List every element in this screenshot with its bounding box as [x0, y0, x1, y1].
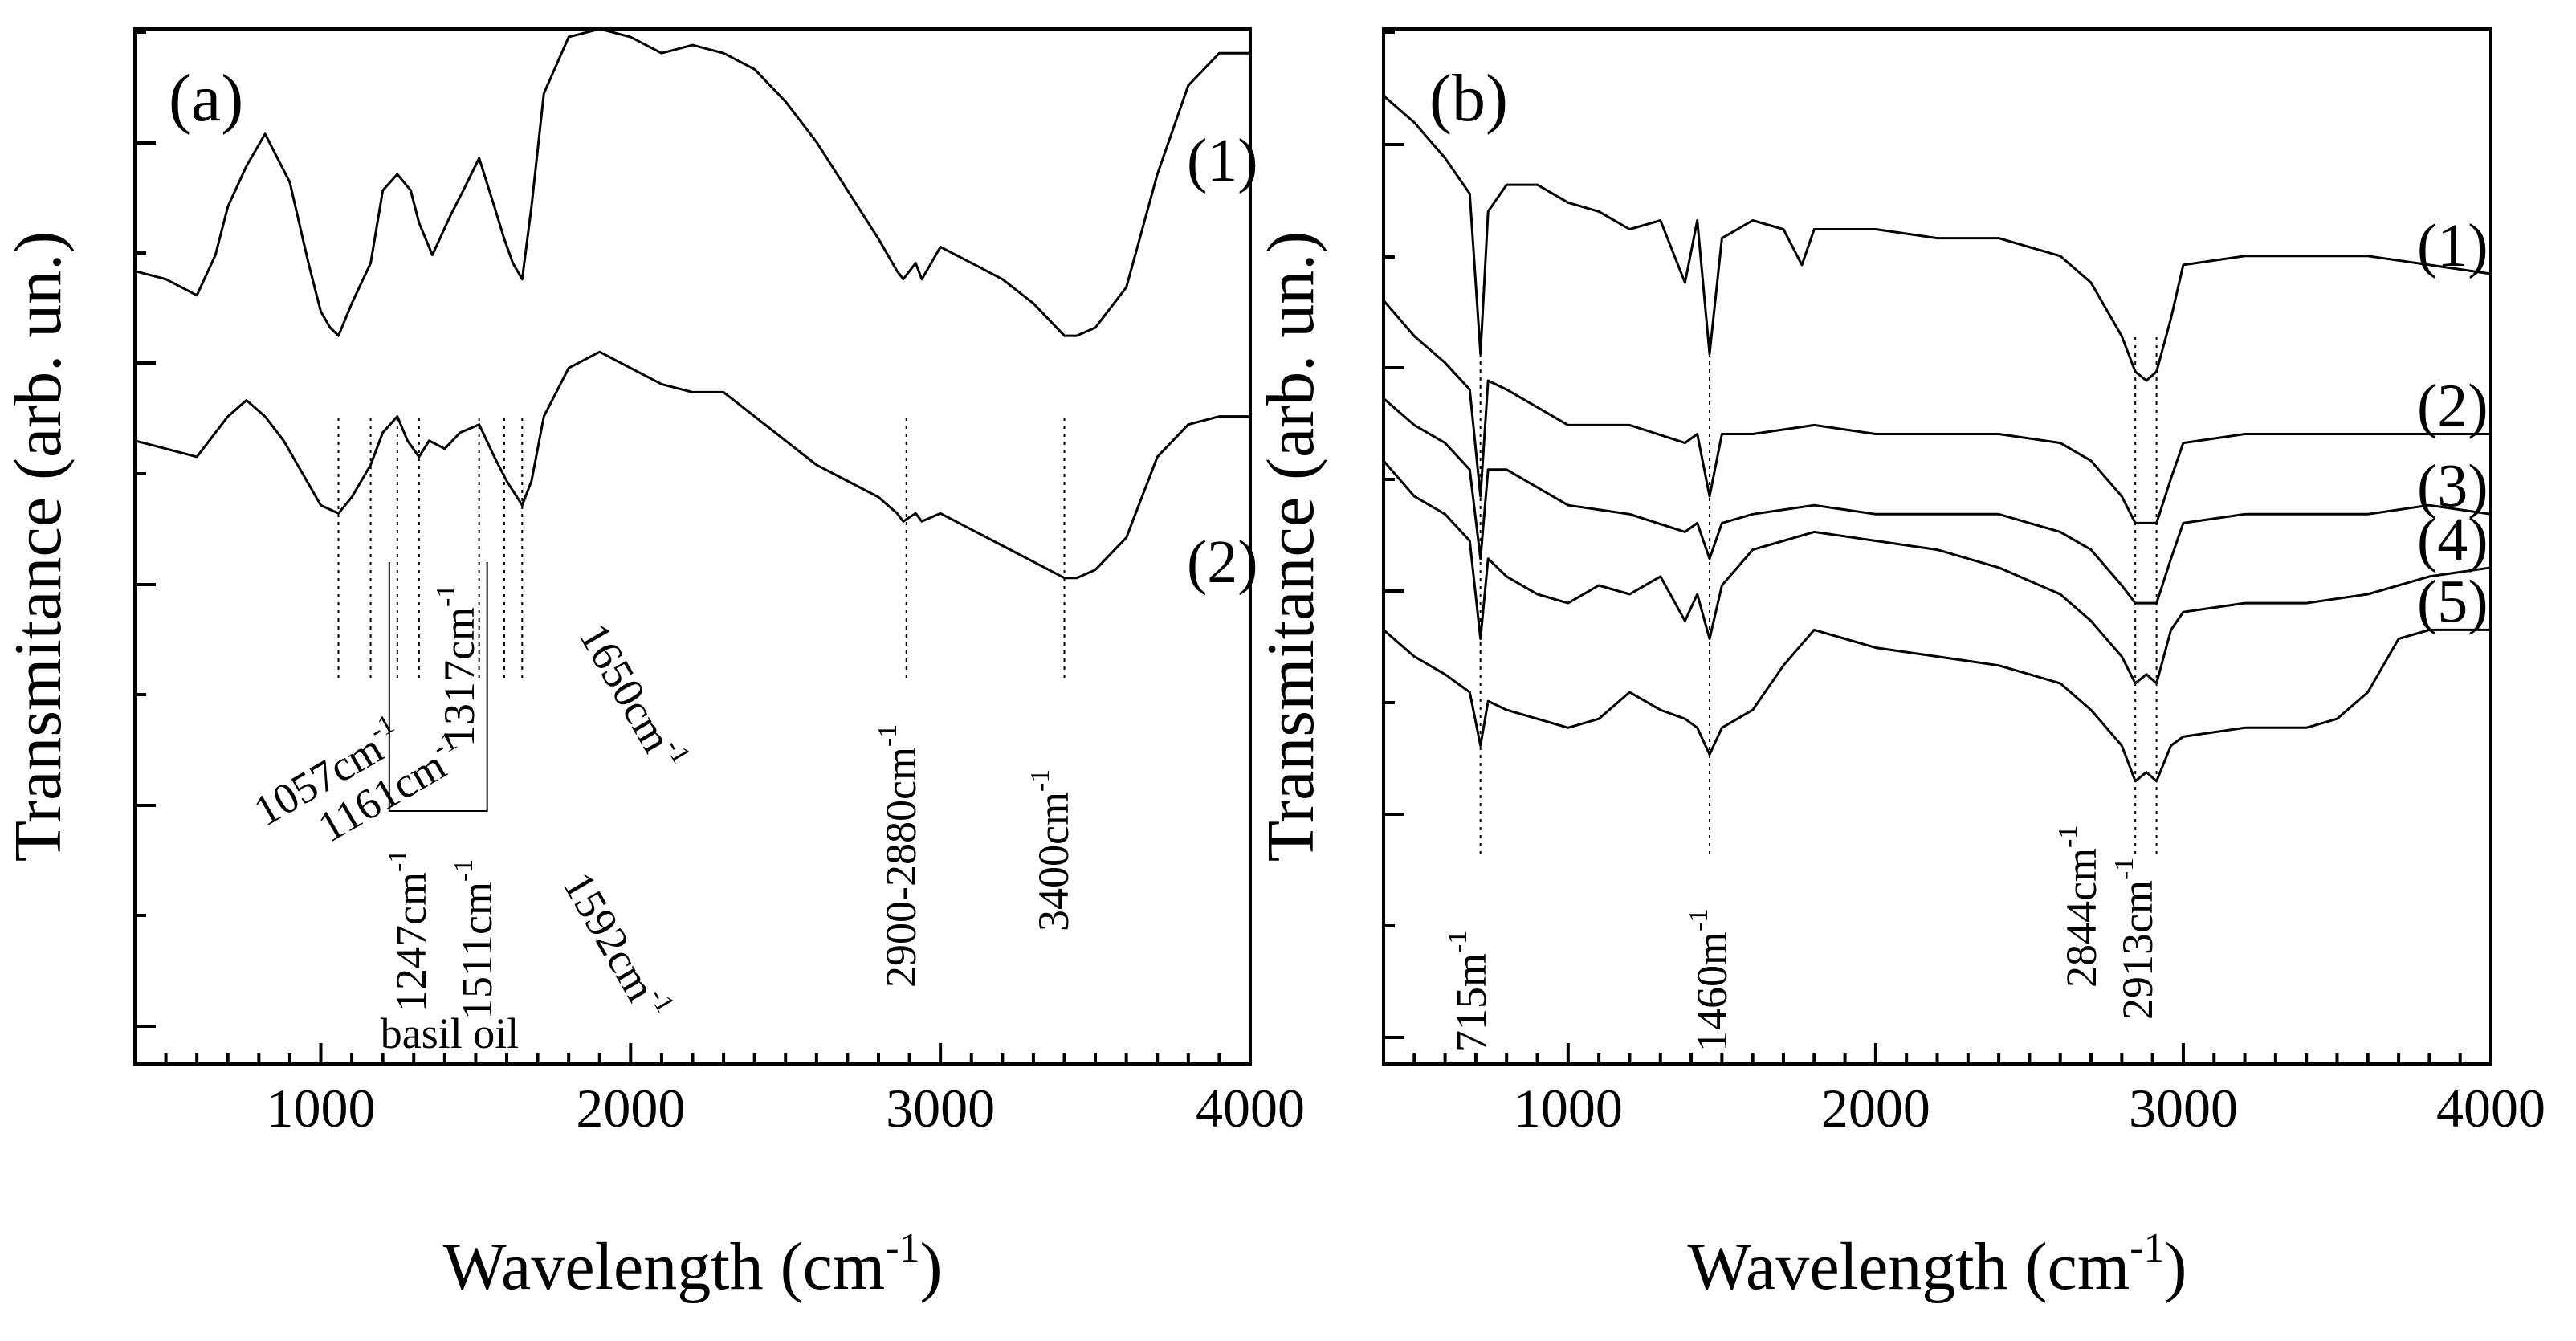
series-label-1: (1): [1187, 127, 1258, 194]
annotation-label: 1247cm-1: [383, 850, 435, 1012]
annotation-label: 1592cm-1: [554, 862, 680, 1029]
x-tick-label: 4000: [1196, 1078, 1305, 1139]
series-line-1: [134, 27, 1250, 337]
x-axis-title: Wavelength (cm-1): [443, 1225, 943, 1304]
x-tick-label: 3000: [2129, 1078, 2238, 1139]
x-tick-label: 1000: [267, 1078, 376, 1139]
series-line-3: [1383, 397, 2492, 605]
x-tick-label: 2000: [576, 1078, 685, 1139]
basil-oil-bracket: [388, 562, 488, 812]
x-tick-label: 2000: [1821, 1078, 1930, 1139]
series-line-2: [134, 350, 1250, 580]
x-tick-label: 1000: [1514, 1078, 1623, 1139]
series-label-4: (4): [2417, 506, 2488, 573]
annotation-label: 1650cm-1: [570, 613, 696, 781]
series-label-1: (1): [2417, 212, 2488, 279]
annotation-label: 2900-2880cm-1: [873, 724, 925, 988]
annotation-label: 2913cm-1: [2109, 858, 2162, 1020]
annotation-label: 715m-1: [1443, 931, 1495, 1052]
series-label-2: (2): [2417, 373, 2488, 440]
panel-a: 1000 2000 3000 4000 (a) Wavelength (cm-1) Tran…: [1, 27, 1305, 1304]
series-line-5: [1383, 628, 2491, 783]
y-axis-title: Transmitance (arb. un.): [1, 231, 75, 862]
plot-frame: [133, 27, 1252, 1066]
x-tick-label: 3000: [886, 1078, 995, 1139]
plot-frame: [1382, 27, 2492, 1066]
annotation-label: 1317cm-1: [431, 585, 483, 747]
series-line-2: [1382, 300, 2491, 524]
y-axis-title: Transmitance (arb. un.): [1253, 231, 1328, 862]
series-label-5: (5): [2417, 568, 2488, 635]
series-line-4: [1382, 459, 2492, 685]
x-axis-title: Wavelength (cm-1): [1688, 1225, 2187, 1304]
series-label-3: (3): [2417, 452, 2488, 520]
series-line-1: [1383, 95, 2492, 382]
annotation-label: 3400cm-1: [1025, 769, 1078, 931]
series-label-2: (2): [1187, 528, 1258, 596]
annotation-label: 1511cm-1: [449, 859, 501, 1020]
panel-label: (b): [1429, 61, 1508, 136]
annotation-label: 2844cm-1: [2053, 825, 2105, 988]
panel-b: 1000 2000 3000 4000 (b) Wavelength (cm-1) Tran…: [1253, 27, 2545, 1304]
annotation-label: 1460m-1: [1684, 909, 1736, 1052]
panel-label: (a): [169, 61, 243, 136]
x-tick-label: 4000: [2436, 1078, 2545, 1139]
basil-oil-label: basil oil: [381, 1009, 520, 1058]
